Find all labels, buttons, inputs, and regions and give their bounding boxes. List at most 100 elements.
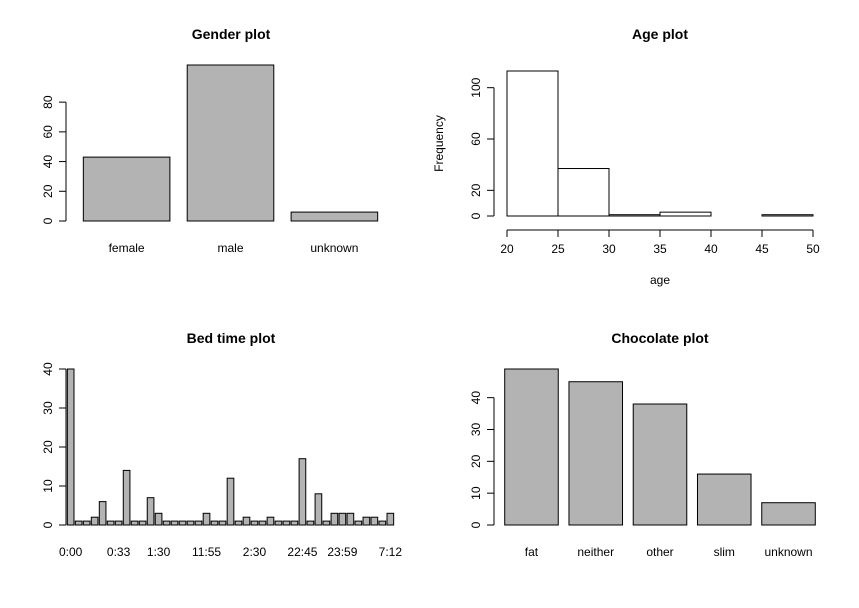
y-tick-label: 100 [469, 77, 483, 97]
x-tick-label: fat [525, 545, 539, 559]
x-tick-label: 11:55 [192, 545, 221, 559]
bar [346, 512, 355, 526]
x-tick-label: 23:59 [327, 545, 357, 559]
bar [82, 156, 171, 222]
bar [186, 64, 275, 222]
y-tick-label: 0 [41, 217, 55, 224]
bar [290, 520, 299, 526]
bar [250, 520, 259, 526]
y-tick-label: 40 [469, 391, 483, 405]
bars [504, 368, 816, 526]
bar [218, 520, 227, 526]
bar [378, 520, 387, 526]
x-tick-label: 0:00 [59, 545, 83, 559]
y-tick-label: 40 [41, 155, 55, 169]
bar [82, 520, 91, 526]
y-tick-label: 30 [41, 401, 55, 415]
y-tick-label: 20 [469, 454, 483, 468]
bar [568, 381, 624, 526]
y-axis-label: Frequency [432, 115, 446, 172]
y-tick-label: 60 [41, 125, 55, 139]
bar [282, 520, 291, 526]
y-tick-label: 0 [41, 521, 55, 528]
y-axis: 0 20 40 60 80 [41, 95, 67, 224]
bars [66, 368, 395, 526]
bar [330, 512, 339, 526]
bar [761, 502, 816, 526]
histogram-bar [506, 70, 559, 217]
y-axis: 0 20 60 100 [469, 77, 495, 219]
x-tick-label: 30 [602, 242, 616, 256]
bar [194, 520, 203, 526]
bed-time-plot: Bed time plot 0 10 20 30 40 0:00 0:33 1:30 11:55 2… [41, 330, 402, 559]
bar [154, 512, 163, 526]
x-tick-label: 35 [653, 242, 667, 256]
x-tick-label: other [646, 545, 673, 559]
bar [242, 516, 251, 526]
x-tick-label: female [109, 241, 145, 255]
x-tick-label: 22:45 [287, 545, 317, 559]
bar [226, 477, 235, 526]
x-tick-label: male [217, 241, 243, 255]
y-tick-label: 0 [469, 212, 483, 219]
y-tick-label: 40 [41, 362, 55, 376]
gender-plot: Gender plot 0 20 40 60 80 female male unknown [41, 26, 379, 255]
bar [114, 520, 123, 526]
bar [202, 512, 211, 526]
bar [178, 520, 187, 526]
bar [362, 516, 371, 526]
y-axis: 0 10 20 30 40 [41, 362, 67, 528]
bar [98, 501, 107, 526]
chocolate-plot: Chocolate plot 0 10 20 30 40 fat neither other sl… [469, 330, 816, 559]
bar [370, 516, 379, 526]
y-axis: 0 10 20 30 40 [469, 391, 495, 528]
bars [82, 64, 379, 222]
bar [386, 512, 395, 526]
histogram-bar [659, 211, 712, 217]
chart-title: Chocolate plot [611, 330, 709, 346]
histogram-bar [557, 168, 610, 217]
chart-title: Bed time plot [187, 330, 276, 346]
x-tick-label: neither [577, 545, 614, 559]
bar [106, 520, 115, 526]
bar [186, 520, 195, 526]
bar [354, 520, 363, 526]
x-axis-label: age [650, 273, 670, 287]
x-tick-label: 7:12 [379, 545, 403, 559]
x-tick-label: 25 [551, 242, 565, 256]
y-tick-label: 20 [469, 183, 483, 197]
bar [504, 368, 559, 526]
x-tick-label: unknown [764, 545, 812, 559]
bar [162, 520, 171, 526]
bar [138, 520, 147, 526]
histogram-bar [761, 214, 814, 217]
y-tick-label: 10 [469, 486, 483, 500]
x-tick-label: 45 [755, 242, 769, 256]
bar [696, 473, 752, 526]
bar [266, 516, 275, 526]
bar [234, 520, 243, 526]
x-tick-label: 20 [500, 242, 514, 256]
bar [258, 520, 267, 526]
chart-title: Gender plot [192, 26, 271, 42]
x-tick-label: unknown [310, 241, 358, 255]
bar [306, 520, 315, 526]
age-plot: Age plot 0 20 60 100 20 25 30 35 40 45 50 age Frequen… [432, 26, 820, 287]
bar [74, 520, 83, 526]
bar [290, 211, 379, 222]
x-tick-label: 2:30 [243, 545, 267, 559]
x-tick-label: 50 [806, 242, 820, 256]
bar [274, 520, 283, 526]
y-tick-label: 30 [469, 422, 483, 436]
bar [90, 516, 99, 526]
bar [170, 520, 179, 526]
bar [322, 520, 331, 526]
bar [298, 458, 307, 526]
x-axis: 20 25 30 35 40 45 50 [500, 229, 820, 256]
y-tick-label: 10 [41, 479, 55, 493]
bar [130, 520, 139, 526]
chart-title: Age plot [632, 26, 688, 42]
x-tick-label: 0:33 [107, 545, 131, 559]
bar [66, 368, 75, 526]
